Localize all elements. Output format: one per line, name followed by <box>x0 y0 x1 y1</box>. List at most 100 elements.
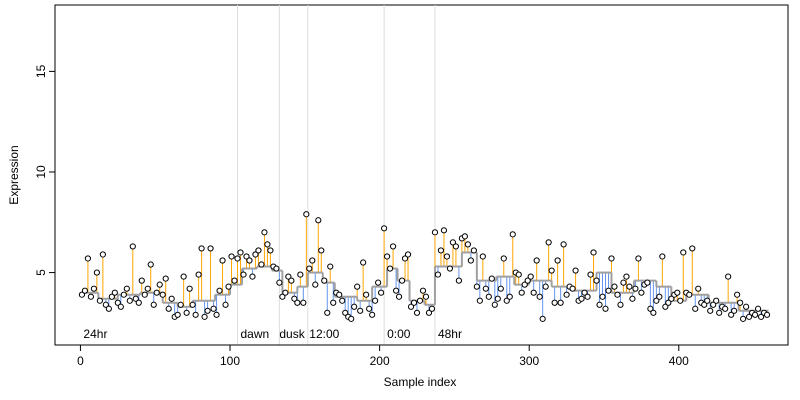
y-tick-label: 15 <box>34 64 48 78</box>
data-point <box>638 289 645 296</box>
annotation: 48hr <box>438 327 462 341</box>
data-point <box>743 303 750 310</box>
data-point <box>246 257 253 264</box>
data-point <box>539 315 546 322</box>
data-point <box>443 253 451 260</box>
data-point <box>593 277 600 284</box>
data-point <box>156 281 163 288</box>
y-tick-label: 10 <box>34 165 48 179</box>
data-point <box>84 255 92 262</box>
data-point <box>279 293 286 300</box>
data-point <box>515 271 522 278</box>
data-point <box>572 267 579 274</box>
data-point <box>96 297 103 304</box>
data-point <box>372 297 379 304</box>
data-point <box>225 283 232 290</box>
data-point <box>201 313 208 320</box>
x-axis-label: Sample index <box>384 375 457 389</box>
data-point <box>527 273 534 280</box>
annotation: 0:00 <box>387 327 411 341</box>
data-point <box>716 309 723 316</box>
data-point <box>751 311 759 318</box>
data-point <box>677 297 684 304</box>
data-point <box>476 297 483 304</box>
data-point <box>551 299 558 306</box>
data-point <box>258 261 265 268</box>
data-point <box>653 297 660 304</box>
data-point <box>632 285 639 292</box>
data-point <box>578 295 585 302</box>
data-point <box>446 265 454 272</box>
data-point <box>228 253 235 260</box>
data-point <box>731 307 738 314</box>
data-point <box>668 295 675 302</box>
data-point <box>138 277 145 284</box>
annotation: dawn <box>240 327 269 341</box>
data-point <box>395 293 403 300</box>
data-point <box>383 253 391 260</box>
data-point <box>342 309 349 316</box>
data-point <box>563 291 570 298</box>
data-point <box>533 257 540 264</box>
data-point <box>422 293 430 300</box>
data-point <box>416 297 424 304</box>
data-point <box>198 245 205 252</box>
data-point <box>581 289 588 296</box>
data-point <box>168 295 175 302</box>
data-point <box>234 255 241 262</box>
data-point <box>488 275 495 282</box>
data-point <box>479 253 486 260</box>
data-point <box>177 301 184 308</box>
data-point <box>174 311 181 318</box>
data-point <box>375 279 382 286</box>
data-point <box>452 243 460 250</box>
data-point <box>431 229 439 236</box>
data-point <box>321 277 328 284</box>
data-point <box>389 243 397 250</box>
data-point <box>165 305 172 312</box>
data-point <box>105 305 112 312</box>
data-point <box>126 297 133 304</box>
data-point <box>141 291 148 298</box>
data-point <box>503 297 510 304</box>
data-point <box>336 291 343 298</box>
data-point <box>192 311 199 318</box>
x-tick-label: 200 <box>370 354 390 368</box>
data-point <box>378 289 385 296</box>
data-point <box>725 273 732 280</box>
data-point <box>608 255 615 262</box>
data-point <box>102 301 109 308</box>
data-point <box>312 281 319 288</box>
data-point <box>288 277 295 284</box>
data-point <box>81 287 89 294</box>
data-point <box>324 309 331 316</box>
data-point <box>276 279 283 286</box>
data-point <box>482 285 489 292</box>
data-point <box>644 279 651 286</box>
data-point <box>707 307 714 314</box>
data-point <box>294 299 301 306</box>
data-point <box>485 293 492 300</box>
data-point <box>381 225 388 232</box>
x-tick-label: 300 <box>519 354 539 368</box>
data-point <box>419 287 427 294</box>
data-point <box>261 229 268 236</box>
data-point <box>599 293 606 300</box>
data-point <box>626 283 633 290</box>
data-point <box>680 249 687 256</box>
data-point <box>686 291 693 298</box>
data-point <box>713 297 720 304</box>
data-point <box>536 293 543 300</box>
data-point <box>354 283 361 290</box>
data-point <box>629 295 636 302</box>
data-point <box>117 303 124 310</box>
data-point <box>413 309 421 316</box>
data-point <box>369 311 376 318</box>
data-point <box>584 293 591 300</box>
data-point <box>93 269 100 276</box>
data-point <box>710 301 717 308</box>
data-point <box>659 253 666 260</box>
data-point <box>132 295 139 302</box>
data-point <box>524 277 531 284</box>
